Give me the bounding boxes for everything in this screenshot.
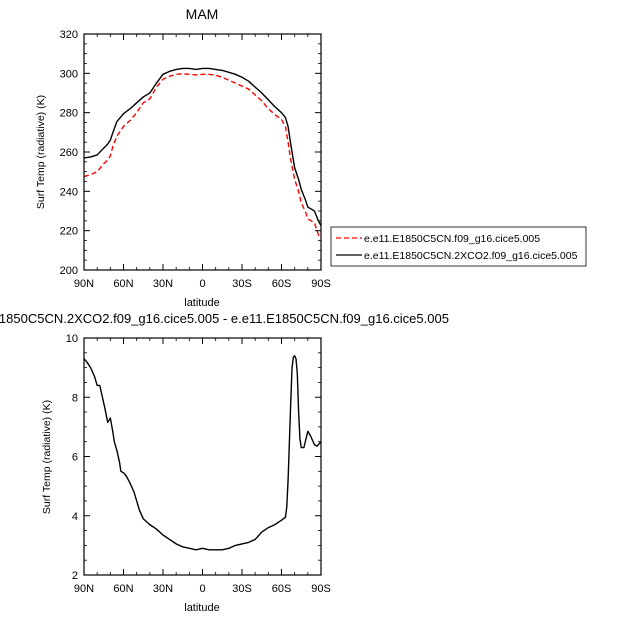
top-chart: MAM 90N 60N 30N 0 30S 60S 90S 200 220 240 260 280 30… bbox=[35, 6, 331, 309]
top-chart-ytick-label-5: 300 bbox=[60, 68, 78, 80]
bottom-chart-xlabel: latitude bbox=[184, 602, 219, 614]
top-chart-xtick-label-1: 60N bbox=[113, 278, 133, 290]
bottom-chart-ytick-label-4: 10 bbox=[66, 333, 78, 345]
top-chart-xtick-label-2: 30N bbox=[153, 278, 173, 290]
bottom-chart-ytick-label-3: 8 bbox=[72, 392, 78, 404]
top-chart-ticks: 90N 60N 30N 0 30S 60S 90S 200 220 240 260 280 300 320 bbox=[60, 29, 331, 290]
bottom-chart-lines bbox=[83, 355, 322, 551]
bottom-chart-xtick-label-4: 30S bbox=[232, 583, 252, 595]
top-chart-xtick-label-4: 30S bbox=[232, 278, 252, 290]
legend-box bbox=[330, 226, 587, 267]
top-chart-ytick-label-2: 240 bbox=[60, 186, 78, 198]
top-chart-ytick-label-4: 280 bbox=[60, 108, 78, 120]
top-chart-xtick-label-3: 0 bbox=[199, 278, 205, 290]
bottom-chart-frame bbox=[83, 337, 322, 576]
bottom-chart-title: e.e11.E1850C5CN.2XCO2.f09_g16.cice5.005 … bbox=[0, 311, 449, 326]
bottom-chart-xtick-label-1: 60N bbox=[113, 583, 133, 595]
top-chart-xtick-label-6: 90S bbox=[311, 278, 331, 290]
top-chart-frame bbox=[83, 33, 322, 271]
bottom-chart-ticks: 90N 60N 30N 0 30S 60S 90S 2 4 6 8 10 bbox=[66, 333, 331, 595]
bottom-chart-ylabel: Surf Temp (radiative) (K) bbox=[41, 400, 53, 514]
bottom-chart-xtick-label-2: 30N bbox=[153, 583, 173, 595]
bottom-chart-xtick-label-5: 60S bbox=[272, 583, 292, 595]
bottom-chart-ytick-label-0: 2 bbox=[72, 570, 78, 582]
bottom-chart-xtick-label-6: 90S bbox=[311, 583, 331, 595]
top-chart-xtick-label-0: 90N bbox=[74, 278, 94, 290]
bottom-chart-xtick-label-0: 90N bbox=[74, 583, 94, 595]
bottom-chart: e.e11.E1850C5CN.2XCO2.f09_g16.cice5.005 … bbox=[0, 311, 449, 614]
legend-label-base: e.e11.E1850C5CN.f09_g16.cice5.005 bbox=[364, 233, 540, 245]
top-chart-ytick-label-6: 320 bbox=[60, 29, 78, 41]
bottom-chart-series-0 bbox=[83, 355, 322, 551]
top-chart-xlabel: latitude bbox=[184, 297, 219, 309]
top-chart-ylabel: Surf Temp (radiative) (K) bbox=[35, 95, 47, 209]
legend: e.e11.E1850C5CN.f09_g16.cice5.005 e.e11.… bbox=[330, 226, 587, 267]
top-chart-ytick-label-0: 200 bbox=[60, 265, 78, 277]
legend-label-2xco2: e.e11.E1850C5CN.2XCO2.f09_g16.cice5.005 bbox=[364, 250, 578, 262]
top-chart-ytick-label-1: 220 bbox=[60, 226, 78, 238]
top-chart-lines bbox=[83, 67, 322, 239]
bottom-chart-xtick-label-3: 0 bbox=[199, 583, 205, 595]
top-chart-series-1 bbox=[83, 67, 322, 227]
top-chart-ytick-label-3: 260 bbox=[60, 147, 78, 159]
bottom-chart-ytick-label-2: 6 bbox=[72, 452, 78, 464]
top-chart-title: MAM bbox=[186, 6, 219, 22]
top-chart-series-0 bbox=[83, 73, 322, 239]
top-chart-xtick-label-5: 60S bbox=[272, 278, 292, 290]
bottom-chart-ytick-label-1: 4 bbox=[72, 511, 78, 523]
